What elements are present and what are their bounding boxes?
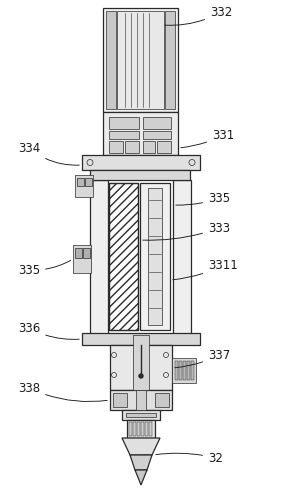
Bar bbox=[77, 178, 84, 186]
Bar bbox=[90, 170, 190, 180]
Bar bbox=[148, 188, 162, 325]
Text: 335: 335 bbox=[18, 260, 70, 276]
Bar bbox=[143, 117, 171, 129]
Bar bbox=[127, 420, 155, 438]
Text: 336: 336 bbox=[18, 322, 79, 339]
Bar bbox=[155, 393, 169, 407]
Polygon shape bbox=[130, 455, 152, 470]
Bar bbox=[110, 390, 172, 410]
Text: 332: 332 bbox=[165, 5, 232, 25]
Bar bbox=[109, 117, 139, 129]
Bar bbox=[129, 422, 132, 436]
Bar bbox=[157, 141, 171, 153]
Bar bbox=[90, 180, 108, 335]
Bar bbox=[187, 361, 190, 380]
Bar bbox=[85, 178, 92, 186]
Bar bbox=[143, 131, 171, 139]
Bar bbox=[140, 183, 170, 330]
Bar bbox=[133, 335, 149, 390]
Bar bbox=[109, 183, 138, 330]
Bar bbox=[73, 245, 91, 273]
Bar bbox=[136, 390, 146, 410]
Bar bbox=[175, 361, 178, 380]
Bar bbox=[149, 422, 152, 436]
Bar bbox=[165, 11, 175, 109]
Bar bbox=[109, 131, 139, 139]
Bar bbox=[117, 11, 164, 109]
Bar bbox=[103, 8, 178, 112]
Text: 334: 334 bbox=[18, 142, 79, 165]
Bar bbox=[82, 155, 200, 170]
Bar bbox=[145, 422, 148, 436]
Bar bbox=[126, 413, 156, 417]
Bar bbox=[122, 410, 160, 420]
Circle shape bbox=[139, 374, 143, 378]
Bar bbox=[83, 248, 90, 258]
Polygon shape bbox=[135, 470, 147, 485]
Bar bbox=[82, 333, 200, 345]
Bar bbox=[179, 361, 182, 380]
Bar bbox=[125, 141, 139, 153]
Bar bbox=[141, 422, 144, 436]
Text: 32: 32 bbox=[156, 451, 223, 465]
Bar bbox=[143, 141, 155, 153]
Bar bbox=[113, 393, 127, 407]
Polygon shape bbox=[122, 438, 160, 455]
Bar bbox=[75, 175, 93, 197]
Text: 331: 331 bbox=[181, 129, 234, 148]
Bar bbox=[106, 11, 116, 109]
Bar bbox=[75, 248, 82, 258]
Bar bbox=[173, 180, 191, 335]
Bar bbox=[109, 141, 123, 153]
Bar bbox=[183, 361, 186, 380]
Text: 3311: 3311 bbox=[173, 258, 238, 280]
Bar bbox=[109, 183, 138, 330]
Bar bbox=[133, 422, 136, 436]
Bar bbox=[110, 345, 172, 390]
Text: 338: 338 bbox=[18, 382, 107, 402]
Bar bbox=[103, 112, 178, 155]
Text: 337: 337 bbox=[175, 348, 230, 368]
Text: 335: 335 bbox=[176, 191, 230, 205]
Bar bbox=[191, 361, 194, 380]
Bar bbox=[172, 358, 196, 383]
Text: 333: 333 bbox=[143, 222, 230, 240]
Bar bbox=[137, 422, 140, 436]
